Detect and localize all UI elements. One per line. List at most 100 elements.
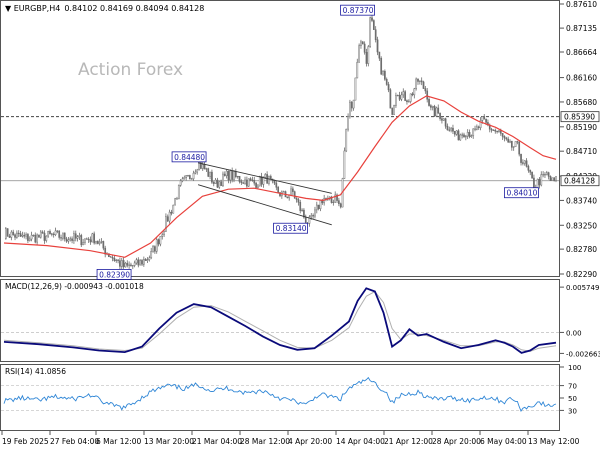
price-tick-label: 0.83740 [566, 196, 597, 205]
candle-body [150, 251, 153, 259]
candle-body [398, 94, 401, 100]
candle-body [314, 209, 316, 217]
candle-body [258, 176, 261, 187]
price-label-text: 0.84010 [506, 189, 537, 198]
candle-body [422, 81, 425, 89]
price-panel-frame [0, 0, 560, 277]
candle-body [170, 211, 173, 214]
x-tick-label: 28 Mar 12:00 [240, 437, 290, 446]
price-label-box [340, 4, 375, 16]
price-tick-label: 0.82290 [566, 270, 597, 279]
rsi-tick-label: 70 [568, 383, 577, 391]
candle-body [174, 198, 176, 206]
candle-body [236, 175, 239, 178]
x-tick-label: 6 Mar 12:00 [96, 437, 142, 446]
candle-body [85, 238, 88, 240]
moving-average-line [3, 95, 557, 258]
candle-body [455, 130, 458, 135]
macd-label: MACD(12,26,9) -0.000943 -0.001018 [5, 282, 144, 291]
candle-body [25, 234, 27, 237]
candle-body [154, 246, 156, 252]
candle-body [47, 231, 50, 237]
candle-body [113, 257, 116, 261]
candle-body [542, 174, 544, 176]
candle-body [310, 215, 313, 218]
candle-body [402, 91, 405, 96]
candle-body [428, 99, 430, 106]
candle-body [380, 58, 383, 75]
x-tick-label: 4 Apr 20:00 [288, 437, 332, 446]
candle-body [463, 134, 465, 138]
candle-body [433, 106, 436, 117]
candle-body [418, 80, 421, 82]
candle-body [464, 135, 467, 138]
rsi-tick-label: 50 [568, 395, 577, 403]
candle-body [54, 230, 57, 235]
candle-body [50, 233, 53, 235]
macd-panel: 0.005749 0.00 -0.002663 [1, 284, 600, 358]
candle-body [19, 233, 22, 237]
rsi-tick-label: 30 [568, 407, 577, 415]
candle-body [27, 234, 29, 241]
candle-body [420, 80, 423, 83]
price-tick-label: 0.82780 [566, 245, 597, 254]
candle-body [356, 61, 359, 79]
candle-body [481, 116, 484, 121]
candle-body [345, 128, 348, 152]
candle-body [257, 185, 259, 188]
candle-body [292, 188, 294, 192]
x-tick-label: 19 Feb 2025 [2, 437, 49, 446]
candle-body [161, 234, 164, 237]
price-tick-label: 0.86664 [566, 48, 597, 57]
candle-body [21, 234, 24, 237]
candle-body [510, 140, 513, 148]
candle-body [214, 179, 217, 184]
candle-body [518, 141, 521, 155]
watermark-text: Action Forex [78, 60, 183, 80]
candle-body [269, 176, 272, 180]
candle-body [520, 153, 522, 163]
candle-body [179, 180, 182, 186]
candle-body [126, 262, 129, 266]
price-tick-label: 0.85190 [566, 123, 597, 132]
candle-body [41, 231, 44, 234]
candle-body [407, 101, 410, 103]
candle-body [409, 93, 412, 102]
candle-body [529, 170, 532, 173]
candle-body [551, 177, 554, 181]
candle-body [212, 181, 215, 184]
rsi-label: RSI(14) 41.0856 [5, 367, 66, 376]
candle-body [211, 171, 213, 183]
candle-body [424, 88, 427, 92]
candle-body [190, 178, 193, 180]
candle-body [393, 105, 395, 115]
candle-body [65, 238, 68, 242]
candle-body [490, 128, 493, 131]
x-tick-label: 13 May 12:00 [528, 437, 580, 446]
candle-body [14, 234, 16, 238]
candle-body [317, 204, 320, 209]
candle-body [369, 17, 372, 47]
candle-body [229, 170, 232, 181]
symbol-text: EURGBP,H4 [14, 4, 61, 13]
candle-body [247, 178, 250, 187]
candle-body [155, 239, 158, 252]
candle-body [382, 71, 384, 75]
candle-body [144, 259, 147, 261]
candle-body [426, 90, 429, 100]
candle-body [246, 179, 248, 187]
candle-body [332, 201, 335, 203]
candle-body [188, 175, 191, 180]
candle-body [312, 215, 314, 217]
candle-body [89, 239, 92, 243]
candle-body [201, 164, 204, 169]
candle-body [71, 238, 73, 241]
candle-body [131, 265, 134, 267]
candle-body [185, 175, 188, 178]
candle-body [468, 132, 471, 137]
candle-body [205, 168, 208, 170]
candle-body [523, 160, 526, 164]
candle-body [308, 216, 311, 224]
candle-body [352, 99, 355, 109]
candle-body [404, 91, 406, 101]
